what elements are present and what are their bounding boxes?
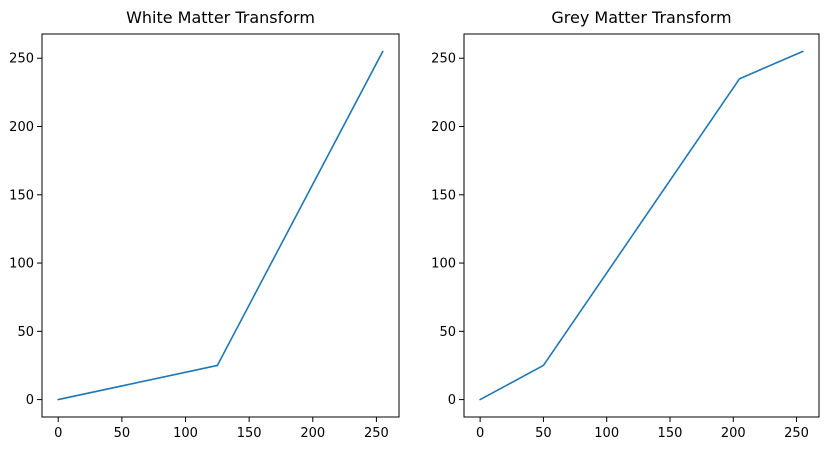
- x-tick-label: 250: [364, 426, 389, 441]
- axes-frame: [41, 33, 400, 418]
- subplot-2: Grey Matter Transform 0 50 100 150 200 250 0 50 1…: [431, 8, 820, 441]
- x-tick-label: 100: [173, 426, 198, 441]
- y-tick-label: 200: [9, 120, 34, 135]
- x-tick-label: 100: [594, 426, 619, 441]
- y-tick-label: 50: [439, 325, 456, 340]
- x-tick-label: 200: [721, 426, 746, 441]
- x-tick-label: 250: [784, 426, 809, 441]
- axes-frame: [463, 33, 820, 418]
- x-tick-label: 0: [476, 426, 484, 441]
- subplot-1: White Matter Transform 0 50 100 150 200 250 0 50…: [9, 8, 400, 441]
- y-tick-label: 150: [9, 188, 34, 203]
- y-tick-label: 250: [431, 52, 456, 67]
- x-tick-label: 150: [658, 426, 683, 441]
- y-tick-label: 150: [431, 188, 456, 203]
- series-line-1: [57, 50, 384, 401]
- y-tick-label: 0: [26, 393, 34, 408]
- x-tick-label: 150: [237, 426, 262, 441]
- x-tick-label: 50: [535, 426, 552, 441]
- x-tick-label: 50: [114, 426, 131, 441]
- y-tick-label: 100: [431, 257, 456, 272]
- y-tick-label: 200: [431, 120, 456, 135]
- y-tick-label: 0: [448, 393, 456, 408]
- y-tick-label: 250: [9, 52, 34, 67]
- series-line-1: [479, 50, 804, 401]
- chart-title: Grey Matter Transform: [551, 8, 731, 27]
- y-tick-label: 50: [17, 325, 34, 340]
- y-tick-label: 100: [9, 257, 34, 272]
- chart-title: White Matter Transform: [126, 8, 315, 27]
- x-tick-label: 0: [54, 426, 62, 441]
- x-tick-label: 200: [300, 426, 325, 441]
